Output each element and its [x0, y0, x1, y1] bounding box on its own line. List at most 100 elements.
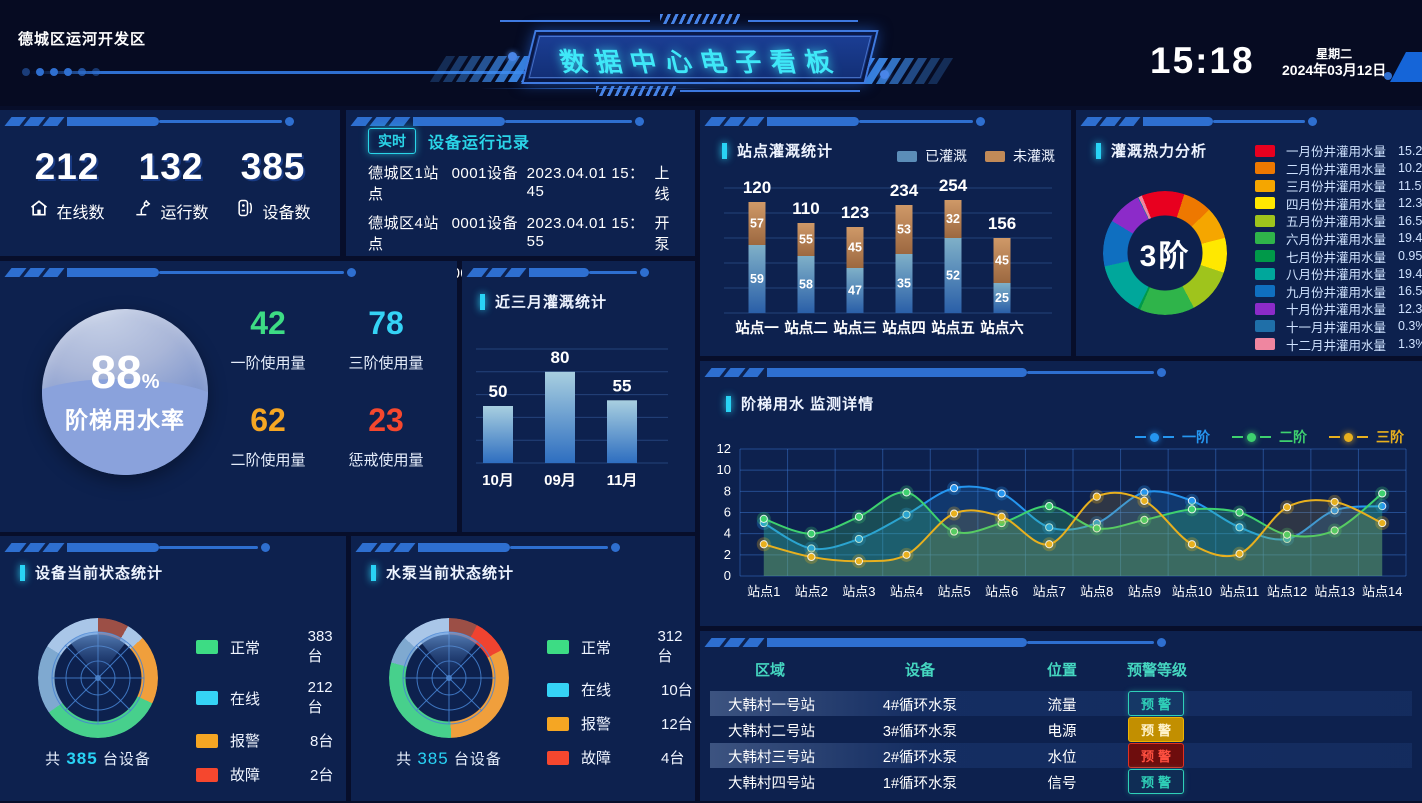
legend-value: 19.4% — [1398, 231, 1422, 246]
svg-text:55: 55 — [799, 233, 813, 247]
legend-item[interactable]: 四月份井灌用水量 12.3% — [1255, 196, 1422, 212]
svg-text:站点10: 站点10 — [1172, 584, 1212, 599]
legend-item[interactable]: 八月份井灌用水量 19.4% — [1255, 266, 1422, 282]
heat-donut-center-label: 3阶 — [1139, 240, 1191, 273]
weekday-label: 星期二 — [1316, 47, 1353, 61]
cell-position: 信号 — [1047, 776, 1077, 792]
cell-device: 4#循环水泵 — [882, 698, 958, 714]
legend-item[interactable]: 九月份井灌用水量 16.5% — [1255, 284, 1422, 300]
legend-item[interactable]: 故障 2台 — [196, 764, 346, 785]
recent-irrigation-panel: 近三月灌溉统计 50 10月 80 09月 55 11月 — [462, 261, 695, 532]
legend-item[interactable]: 报警 12台 — [547, 713, 695, 734]
svg-text:10: 10 — [717, 462, 731, 477]
legend-item[interactable]: 一月份井灌用水量 15.2% — [1255, 144, 1422, 159]
record-time: 2023.04.01 15：45 — [526, 165, 645, 200]
step-water-monitor-title: 阶梯用水 监测详情 — [726, 393, 874, 414]
warning-badge[interactable]: 预警 — [1127, 769, 1184, 794]
legend-item[interactable]: 二阶 — [1232, 427, 1307, 447]
metric-tier2-label: 二阶使用量 — [230, 452, 306, 469]
legend-label: 十一月井灌用水量 — [1286, 320, 1387, 335]
legend-item[interactable]: 三月份井灌用水量 11.5% — [1255, 179, 1422, 195]
legend-item[interactable]: 七月份井灌用水量 0.95% — [1255, 249, 1422, 265]
warning-badge[interactable]: 预警 — [1127, 717, 1184, 742]
legend-item[interactable]: 在线 10台 — [547, 679, 695, 700]
legend-label: 五月份井灌用水量 — [1286, 215, 1387, 230]
svg-text:50: 50 — [489, 382, 508, 401]
legend-label: 三月份井灌用水量 — [1286, 180, 1387, 195]
legend-item[interactable]: 一阶 — [1135, 427, 1210, 447]
legend-value: 19.4% — [1398, 266, 1422, 281]
col-header-device: 设备 — [904, 662, 935, 679]
pump-total-caption: 共 385 台设备 — [396, 749, 502, 768]
svg-text:123: 123 — [841, 203, 869, 222]
panel-top-decoration — [1080, 115, 1414, 127]
svg-text:12: 12 — [717, 441, 731, 456]
legend-swatch — [1255, 338, 1275, 351]
legend-item[interactable]: 十二月井灌用水量 1.3% — [1255, 337, 1422, 353]
record-panel: 实时 设备运行记录 德城区1站点 0001设备 2023.04.01 15：45… — [346, 110, 695, 303]
legend-item[interactable]: 已灌溉 — [897, 146, 967, 166]
svg-text:站点6: 站点6 — [985, 584, 1018, 599]
warning-badge[interactable]: 预警 — [1127, 691, 1184, 716]
svg-text:站点8: 站点8 — [1080, 584, 1113, 599]
metric-penalty-value: 23 — [368, 402, 404, 438]
legend-value: 16.5% — [1398, 284, 1422, 299]
page-title: 数据中心电子看板 — [556, 47, 845, 77]
legend-item[interactable]: 报警 8台 — [196, 730, 346, 751]
header-divider-line — [30, 71, 630, 74]
svg-text:120: 120 — [743, 178, 771, 197]
legend-value: 12.3% — [1398, 196, 1422, 211]
metric-tier1-label: 一阶使用量 — [230, 355, 306, 372]
legend-label: 十二月井灌用水量 — [1286, 338, 1387, 353]
stat-running-label: 运行数 — [160, 204, 209, 222]
legend-item[interactable]: 三阶 — [1329, 427, 1404, 447]
water-gauge: 88% 阶梯用水率 — [42, 309, 208, 475]
cell-position: 水位 — [1047, 750, 1077, 766]
stat-online-label: 在线数 — [56, 204, 105, 222]
legend-item[interactable]: 五月份井灌用水量 16.5% — [1255, 214, 1422, 230]
svg-text:站点9: 站点9 — [1128, 584, 1161, 599]
stats-panel: 212 在线数 132 运行数 385 设备数 — [0, 110, 340, 256]
robot-arm-icon — [133, 198, 153, 223]
svg-text:站点4: 站点4 — [890, 584, 923, 599]
legend-item[interactable]: 未灌溉 — [985, 146, 1055, 166]
device-total-caption: 共 385 台设备 — [45, 749, 151, 768]
panel-top-decoration — [4, 115, 332, 127]
legend-item[interactable]: 十月份井灌用水量 12.3% — [1255, 302, 1422, 317]
panel-top-decoration — [704, 366, 1414, 378]
svg-text:32: 32 — [946, 212, 960, 226]
metric-tier1: 42 一阶使用量 — [202, 307, 334, 373]
device-radar-decoration — [51, 631, 145, 725]
stat-devices: 385 设备数 — [218, 146, 328, 223]
heat-donut-chart — [1103, 191, 1227, 315]
pump-radar-decoration — [402, 631, 496, 725]
svg-text:45: 45 — [848, 241, 862, 255]
legend-item[interactable]: 故障 4台 — [547, 747, 695, 768]
col-header-area: 区域 — [754, 662, 785, 679]
station-irrigation-chart: 59 57 120 站点一 58 55 110 站点二 47 45 123 站点三 35 53 234 站点四… — [724, 176, 1052, 337]
metric-penalty: 23 惩戒使用量 — [320, 404, 452, 470]
recent-irrigation-title: 近三月灌溉统计 — [480, 291, 607, 312]
cell-device: 1#循环水泵 — [882, 776, 958, 792]
legend-item[interactable]: 二月份井灌用水量 10.25 — [1255, 161, 1422, 177]
svg-text:站点五: 站点五 — [931, 319, 975, 337]
legend-item[interactable]: 在线 212台 — [196, 679, 346, 717]
station-irrigation-legend: 已灌溉 未灌溉 — [897, 146, 1055, 166]
device-status-panel: 设备当前状态统计 共 385 台设备 正常 383台 在线 212台 报警 8台 故障… — [0, 536, 346, 801]
legend-item[interactable]: 正常 383台 — [196, 628, 346, 666]
legend-item[interactable]: 正常 312台 — [547, 628, 695, 666]
svg-text:110: 110 — [792, 199, 819, 218]
record-device: 0001设备 — [451, 215, 518, 232]
legend-item[interactable]: 十一月井灌用水量 0.3% — [1255, 319, 1422, 335]
device-status-legend: 正常 383台 在线 212台 报警 8台 故障 2台 — [196, 628, 346, 785]
legend-item[interactable]: 六月份井灌用水量 19.4% — [1255, 231, 1422, 247]
stat-devices-value: 385 — [240, 146, 306, 187]
panel-top-decoration — [704, 636, 1414, 648]
svg-text:站点2: 站点2 — [795, 584, 828, 599]
legend-swatch — [1255, 302, 1275, 315]
metric-penalty-label: 惩戒使用量 — [348, 452, 424, 469]
stat-running: 132 运行数 — [116, 146, 226, 223]
svg-text:8: 8 — [724, 483, 731, 498]
warning-badge[interactable]: 预警 — [1127, 743, 1184, 768]
